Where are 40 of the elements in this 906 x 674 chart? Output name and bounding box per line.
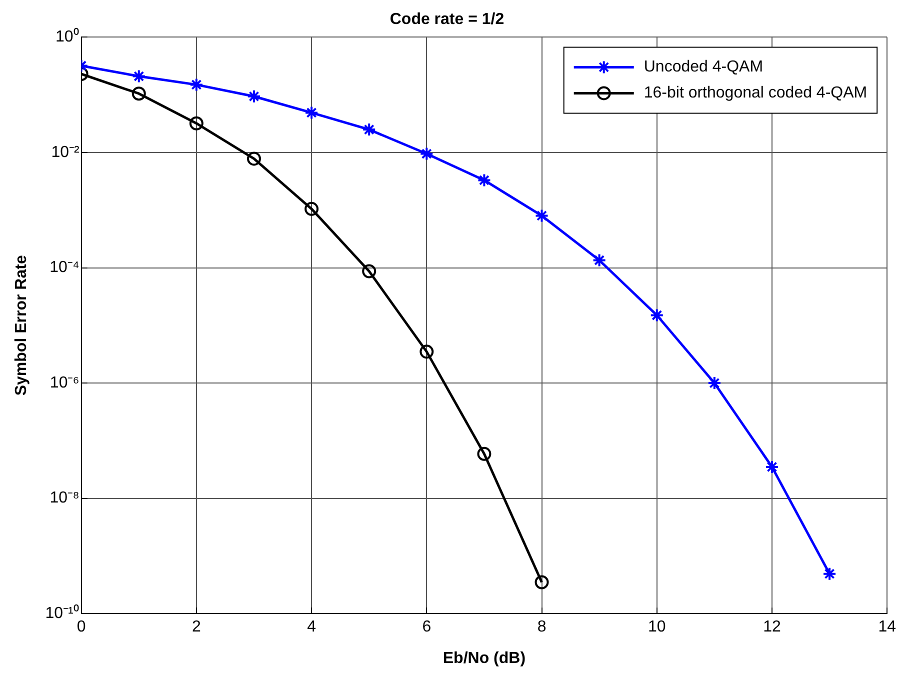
y-tick-label: 10⁻⁴ — [50, 259, 80, 276]
x-tick-label: 4 — [307, 618, 316, 636]
x-tick-label: 6 — [422, 618, 432, 636]
x-tick-label: 10 — [648, 618, 666, 636]
y-tick-label: 10⁻¹⁰ — [45, 604, 80, 622]
legend-label: 16-bit orthogonal coded 4-QAM — [644, 84, 868, 102]
x-tick-label: 14 — [878, 618, 896, 636]
point — [764, 460, 779, 474]
chart-title: Code rate = 1/2 — [390, 11, 504, 28]
point — [304, 202, 319, 216]
y-axis-title: Symbol Error Rate — [13, 255, 30, 396]
point — [362, 122, 376, 137]
point — [420, 146, 434, 161]
point — [477, 173, 492, 188]
point — [592, 253, 606, 268]
y-tick-label: 10⁻⁸ — [50, 490, 80, 507]
point — [477, 446, 492, 461]
point — [822, 566, 837, 581]
x-tick-label: 12 — [763, 618, 781, 636]
point — [304, 106, 319, 120]
point — [132, 86, 146, 101]
point — [650, 308, 664, 322]
point — [362, 264, 376, 278]
point — [420, 344, 434, 359]
point — [189, 116, 204, 130]
x-tick-label: 8 — [537, 618, 546, 636]
point — [707, 376, 722, 390]
legend-label: Uncoded 4-QAM — [644, 58, 764, 76]
x-tick-label: 0 — [76, 618, 86, 636]
point — [189, 78, 204, 92]
y-tick-label: 10⁻⁶ — [50, 374, 80, 392]
y-tick-label: 10⁰ — [56, 28, 80, 46]
x-tick-label: 2 — [192, 618, 201, 636]
point — [246, 152, 261, 166]
y-tick-label: 10⁻² — [51, 144, 80, 161]
point — [246, 89, 261, 104]
x-axis-title: Eb/No (dB) — [442, 650, 526, 667]
point — [534, 208, 549, 223]
point — [132, 69, 146, 84]
point — [534, 575, 549, 590]
